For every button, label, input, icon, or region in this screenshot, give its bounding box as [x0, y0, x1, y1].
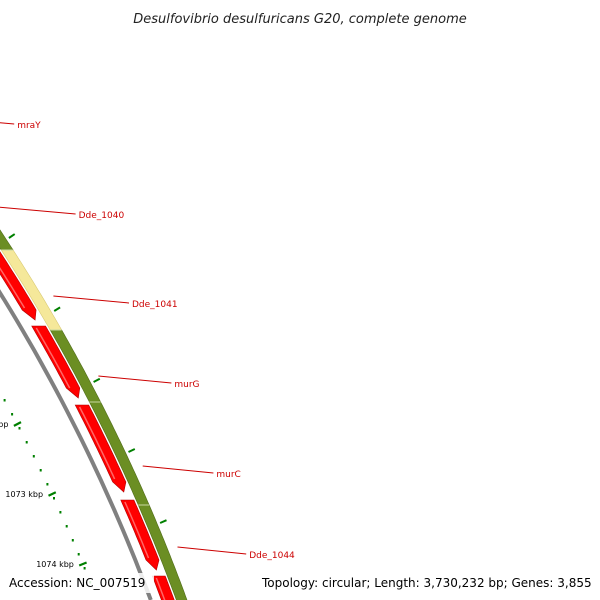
gene-label-text: Dde_1041 — [132, 300, 178, 310]
gene-label-Dde_1044: Dde_1044 — [177, 546, 295, 561]
gene-label-leader — [0, 122, 15, 125]
forward-gene-3 — [0, 251, 37, 321]
forward-strand-genes — [0, 251, 175, 600]
ruler-dot — [39, 469, 42, 472]
ruler-major-ticks — [13, 421, 88, 567]
gene-label-text: murG — [174, 380, 199, 390]
reverse-strand-ticks — [8, 233, 167, 524]
gene-label-Dde_1041: Dde_1041 — [53, 295, 178, 310]
summary-background — [256, 573, 596, 593]
gene-label-text: Dde_1044 — [249, 551, 295, 561]
gene-label-text: murC — [216, 470, 240, 480]
gene-label-murC: murC — [142, 465, 241, 480]
ruler-dot — [3, 399, 6, 402]
gene-label-text: Dde_1040 — [79, 211, 125, 221]
ruler-tick-label-7: 1074 kbp — [36, 560, 74, 569]
reverse-ring-tick-5 — [93, 377, 101, 383]
ruler-dot — [83, 567, 86, 570]
gene-label-murG: murG — [98, 375, 200, 390]
summary-text: Topology: circular; Length: 3,730,232 bp… — [261, 576, 592, 590]
map-title: Desulfovibrio desulfuricans G20, complet… — [133, 12, 467, 27]
ruler-dot — [25, 441, 28, 444]
ruler-dot — [53, 497, 55, 500]
reverse-ring-tick-3 — [8, 233, 16, 239]
forward-gene-highlight-3 — [0, 267, 26, 309]
ruler-tick-label-5: 1072 kbp — [0, 420, 8, 429]
genome-backbone — [0, 289, 153, 600]
ruler-dot — [32, 455, 35, 458]
ruler-dot — [65, 525, 68, 528]
ruler-dot — [77, 553, 80, 556]
title-background — [120, 2, 482, 32]
ruler-dot — [11, 413, 14, 416]
reverse-gene-6 — [137, 504, 188, 600]
gene-label-leader — [0, 206, 76, 215]
ruler-major-tick-6 — [48, 491, 57, 497]
ruler-dot — [18, 427, 21, 430]
reverse-ring-tick-7 — [159, 519, 167, 524]
forward-gene-highlight-5 — [78, 406, 116, 480]
gene-label-leader — [98, 375, 172, 384]
reverse-ring-tick-4 — [53, 306, 61, 312]
gene-labels: mraY Dde_1040 Dde_1041 murG murC Dde_1044 — [0, 121, 295, 561]
ruler-tick-labels: 1067 kbp1068 kbp1069 kbp1070 kbp1071 kbp… — [0, 420, 74, 569]
gene-label-leader — [142, 465, 214, 474]
reverse-ring-tick-6 — [128, 448, 136, 453]
gene-label-text: mraY — [17, 121, 41, 131]
forward-gene-highlight-7 — [155, 577, 166, 600]
forward-gene-highlight-4 — [35, 327, 71, 389]
gene-label-Dde_1040: Dde_1040 — [0, 206, 125, 221]
accession-text: Accession: NC_007519 — [9, 576, 145, 590]
ruler-major-tick-5 — [13, 421, 22, 427]
reverse-strand-genes — [0, 229, 188, 600]
gene-label-leader — [177, 546, 247, 555]
gene-label-mraY: mraY — [0, 121, 41, 131]
forward-gene-highlight-6 — [124, 501, 150, 559]
ruler-tick-label-6: 1073 kbp — [5, 490, 43, 499]
reverse-gene-5 — [88, 401, 150, 506]
ruler-major-tick-7 — [78, 561, 88, 567]
accession-background — [4, 573, 154, 593]
ruler-dot — [46, 483, 49, 486]
ruler-dot — [71, 539, 74, 542]
ruler-dot — [59, 511, 62, 514]
gene-label-leader — [53, 295, 130, 304]
